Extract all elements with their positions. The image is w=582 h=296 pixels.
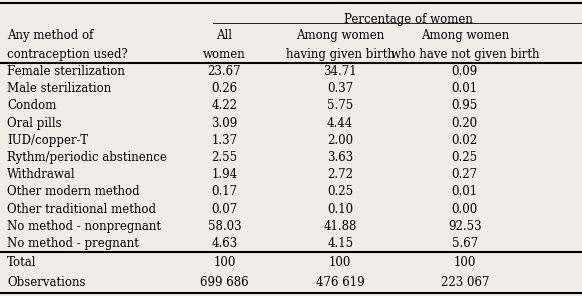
Text: Total: Total — [7, 256, 37, 269]
Text: who have not given birth: who have not given birth — [391, 48, 539, 61]
Text: 100: 100 — [329, 256, 352, 269]
Text: 2.55: 2.55 — [211, 151, 237, 164]
Text: 23.67: 23.67 — [208, 65, 241, 78]
Text: 0.07: 0.07 — [211, 202, 237, 215]
Text: 92.53: 92.53 — [448, 220, 481, 233]
Text: All: All — [217, 29, 232, 42]
Text: 4.15: 4.15 — [327, 237, 353, 250]
Text: 2.00: 2.00 — [327, 134, 353, 147]
Text: 0.10: 0.10 — [327, 202, 353, 215]
Text: 0.27: 0.27 — [452, 168, 478, 181]
Text: Condom: Condom — [7, 99, 56, 112]
Text: 58.03: 58.03 — [208, 220, 241, 233]
Text: 100: 100 — [213, 256, 236, 269]
Text: Any method of: Any method of — [7, 29, 94, 42]
Text: 699 686: 699 686 — [200, 276, 249, 289]
Text: Rythm/periodic abstinence: Rythm/periodic abstinence — [7, 151, 167, 164]
Text: 2.72: 2.72 — [327, 168, 353, 181]
Text: Male sterilization: Male sterilization — [7, 82, 111, 95]
Text: 100: 100 — [453, 256, 476, 269]
Text: 0.20: 0.20 — [452, 117, 478, 130]
Text: 0.17: 0.17 — [211, 185, 237, 198]
Text: 4.44: 4.44 — [327, 117, 353, 130]
Text: 0.25: 0.25 — [327, 185, 353, 198]
Text: Among women: Among women — [421, 29, 509, 42]
Text: 476 619: 476 619 — [316, 276, 364, 289]
Text: Other traditional method: Other traditional method — [7, 202, 156, 215]
Text: Among women: Among women — [296, 29, 384, 42]
Text: 3.09: 3.09 — [211, 117, 237, 130]
Text: Withdrawal: Withdrawal — [7, 168, 76, 181]
Text: Other modern method: Other modern method — [7, 185, 140, 198]
Text: 223 067: 223 067 — [441, 276, 489, 289]
Text: 34.71: 34.71 — [324, 65, 357, 78]
Text: 0.00: 0.00 — [452, 202, 478, 215]
Text: Oral pills: Oral pills — [7, 117, 62, 130]
Text: 0.01: 0.01 — [452, 185, 478, 198]
Text: 3.63: 3.63 — [327, 151, 353, 164]
Text: 0.01: 0.01 — [452, 82, 478, 95]
Text: No method - nonpregnant: No method - nonpregnant — [7, 220, 161, 233]
Text: women: women — [203, 48, 246, 61]
Text: 1.94: 1.94 — [211, 168, 237, 181]
Text: 5.75: 5.75 — [327, 99, 353, 112]
Text: Female sterilization: Female sterilization — [7, 65, 125, 78]
Text: 1.37: 1.37 — [211, 134, 237, 147]
Text: 0.25: 0.25 — [452, 151, 478, 164]
Text: Percentage of women: Percentage of women — [344, 13, 473, 26]
Text: 4.63: 4.63 — [211, 237, 237, 250]
Text: having given birth: having given birth — [286, 48, 395, 61]
Text: 0.09: 0.09 — [452, 65, 478, 78]
Text: 4.22: 4.22 — [211, 99, 237, 112]
Text: IUD/copper-T: IUD/copper-T — [7, 134, 88, 147]
Text: 0.95: 0.95 — [452, 99, 478, 112]
Text: 0.02: 0.02 — [452, 134, 478, 147]
Text: contraception used?: contraception used? — [7, 48, 128, 61]
Text: 41.88: 41.88 — [324, 220, 357, 233]
Text: No method - pregnant: No method - pregnant — [7, 237, 139, 250]
Text: Observations: Observations — [7, 276, 86, 289]
Text: 0.37: 0.37 — [327, 82, 353, 95]
Text: 0.26: 0.26 — [211, 82, 237, 95]
Text: 5.67: 5.67 — [452, 237, 478, 250]
